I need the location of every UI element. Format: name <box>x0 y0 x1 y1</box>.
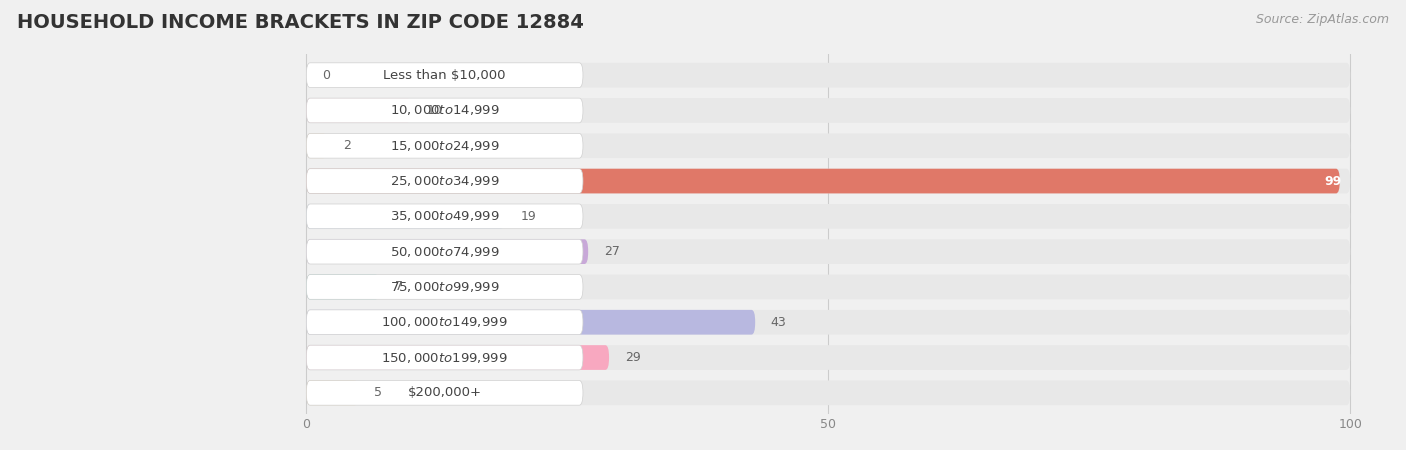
Text: $100,000 to $149,999: $100,000 to $149,999 <box>381 315 508 329</box>
Text: HOUSEHOLD INCOME BRACKETS IN ZIP CODE 12884: HOUSEHOLD INCOME BRACKETS IN ZIP CODE 12… <box>17 14 583 32</box>
Text: 99: 99 <box>1324 175 1341 188</box>
Text: $15,000 to $24,999: $15,000 to $24,999 <box>389 139 499 153</box>
FancyBboxPatch shape <box>307 274 380 299</box>
Text: $200,000+: $200,000+ <box>408 386 482 399</box>
Text: 43: 43 <box>770 316 786 329</box>
FancyBboxPatch shape <box>307 345 1350 370</box>
FancyBboxPatch shape <box>307 98 583 123</box>
FancyBboxPatch shape <box>307 204 1350 229</box>
FancyBboxPatch shape <box>307 239 583 264</box>
FancyBboxPatch shape <box>307 98 411 123</box>
FancyBboxPatch shape <box>307 63 583 88</box>
FancyBboxPatch shape <box>307 239 588 264</box>
FancyBboxPatch shape <box>307 380 359 405</box>
Text: Less than $10,000: Less than $10,000 <box>384 69 506 82</box>
FancyBboxPatch shape <box>307 133 328 158</box>
FancyBboxPatch shape <box>307 380 1350 405</box>
FancyBboxPatch shape <box>307 204 505 229</box>
FancyBboxPatch shape <box>307 310 755 335</box>
Text: 0: 0 <box>322 69 330 82</box>
FancyBboxPatch shape <box>307 98 1350 123</box>
Text: 29: 29 <box>624 351 641 364</box>
Text: 5: 5 <box>374 386 382 399</box>
FancyBboxPatch shape <box>307 204 583 229</box>
FancyBboxPatch shape <box>307 239 1350 264</box>
FancyBboxPatch shape <box>307 274 1350 299</box>
FancyBboxPatch shape <box>307 133 583 158</box>
Text: 27: 27 <box>603 245 620 258</box>
Text: 19: 19 <box>520 210 536 223</box>
FancyBboxPatch shape <box>307 169 583 194</box>
Text: 2: 2 <box>343 139 350 152</box>
FancyBboxPatch shape <box>307 310 1350 335</box>
FancyBboxPatch shape <box>307 169 1340 194</box>
FancyBboxPatch shape <box>307 345 609 370</box>
Text: $75,000 to $99,999: $75,000 to $99,999 <box>389 280 499 294</box>
Text: $10,000 to $14,999: $10,000 to $14,999 <box>389 104 499 117</box>
FancyBboxPatch shape <box>307 63 1350 88</box>
Text: $150,000 to $199,999: $150,000 to $199,999 <box>381 351 508 364</box>
Text: $25,000 to $34,999: $25,000 to $34,999 <box>389 174 499 188</box>
FancyBboxPatch shape <box>307 345 583 370</box>
FancyBboxPatch shape <box>307 380 583 405</box>
FancyBboxPatch shape <box>307 274 583 299</box>
Text: 7: 7 <box>395 280 404 293</box>
FancyBboxPatch shape <box>307 133 1350 158</box>
FancyBboxPatch shape <box>307 310 583 335</box>
Text: $35,000 to $49,999: $35,000 to $49,999 <box>389 209 499 223</box>
FancyBboxPatch shape <box>307 169 1350 194</box>
Text: 10: 10 <box>426 104 443 117</box>
Text: $50,000 to $74,999: $50,000 to $74,999 <box>389 245 499 259</box>
Text: Source: ZipAtlas.com: Source: ZipAtlas.com <box>1256 14 1389 27</box>
